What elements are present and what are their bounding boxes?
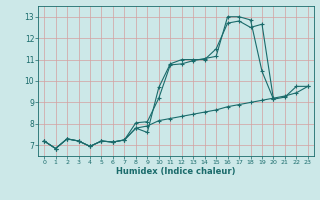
X-axis label: Humidex (Indice chaleur): Humidex (Indice chaleur) xyxy=(116,167,236,176)
